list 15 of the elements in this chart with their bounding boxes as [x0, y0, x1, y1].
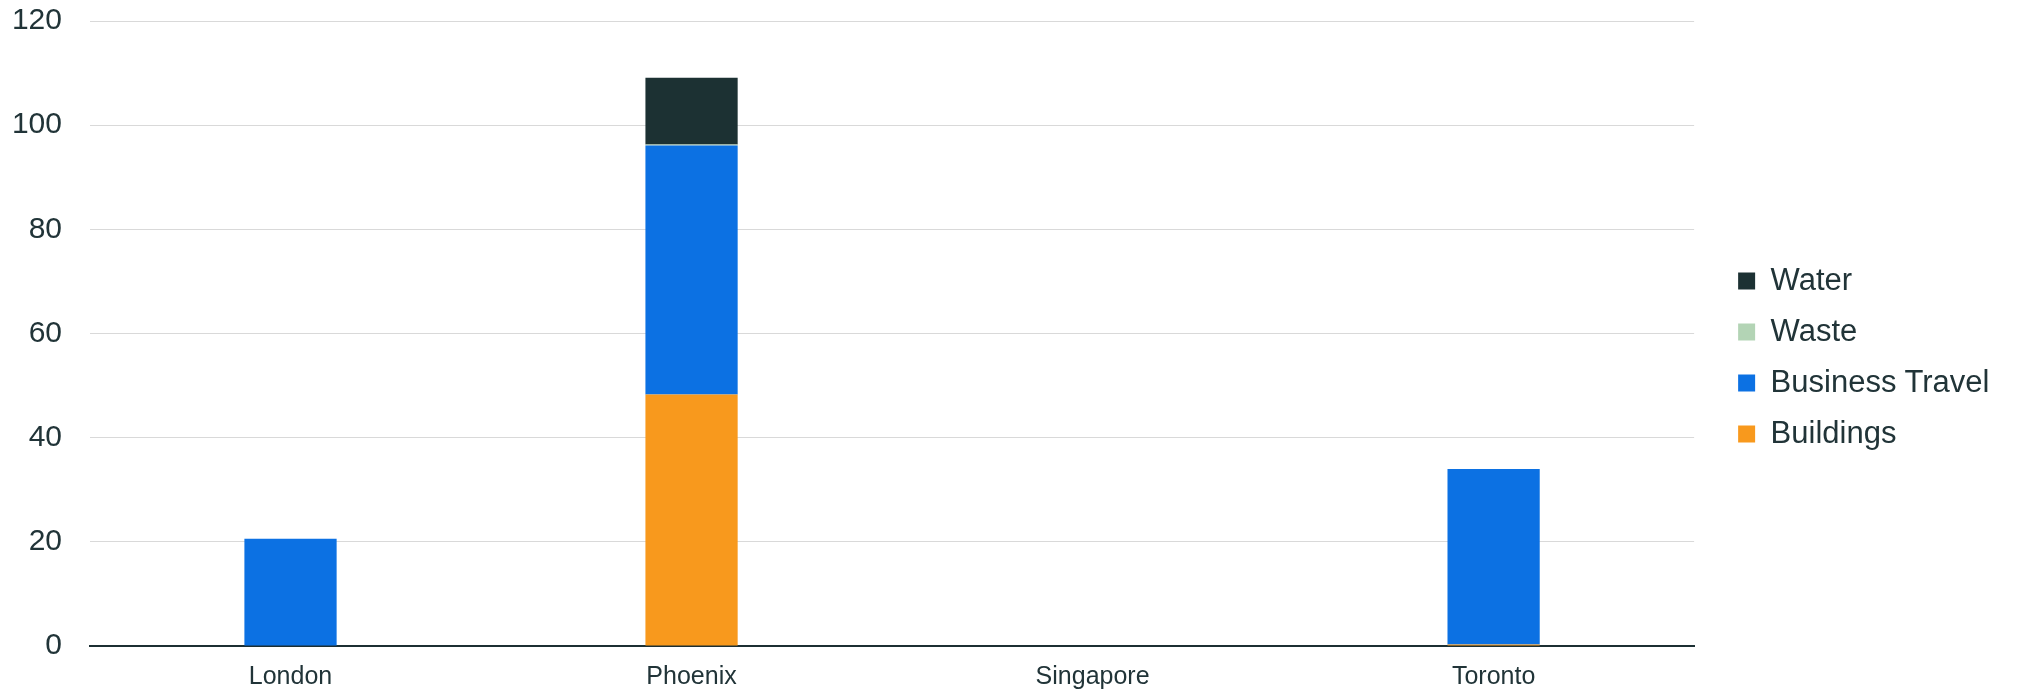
x-tick-label: Toronto	[1451, 660, 1536, 689]
x-tick-label: Phoenix	[646, 660, 738, 689]
legend-label: Waste	[1770, 312, 1858, 348]
y-tick-label: 40	[28, 418, 62, 452]
x-tick-label: Singapore	[1035, 660, 1150, 689]
x-tick-label: London	[248, 660, 333, 689]
y-tick-label: 80	[28, 210, 62, 244]
y-tick-label: 20	[28, 523, 62, 557]
y-tick-label: 0	[45, 627, 62, 661]
y-tick-label: 100	[11, 106, 62, 140]
legend-label: Buildings	[1770, 414, 1897, 450]
legend-label: Water	[1770, 261, 1853, 297]
legend-label: Business Travel	[1770, 363, 1990, 399]
y-tick-label: 60	[28, 314, 62, 348]
y-tick-label: 120	[11, 2, 62, 36]
